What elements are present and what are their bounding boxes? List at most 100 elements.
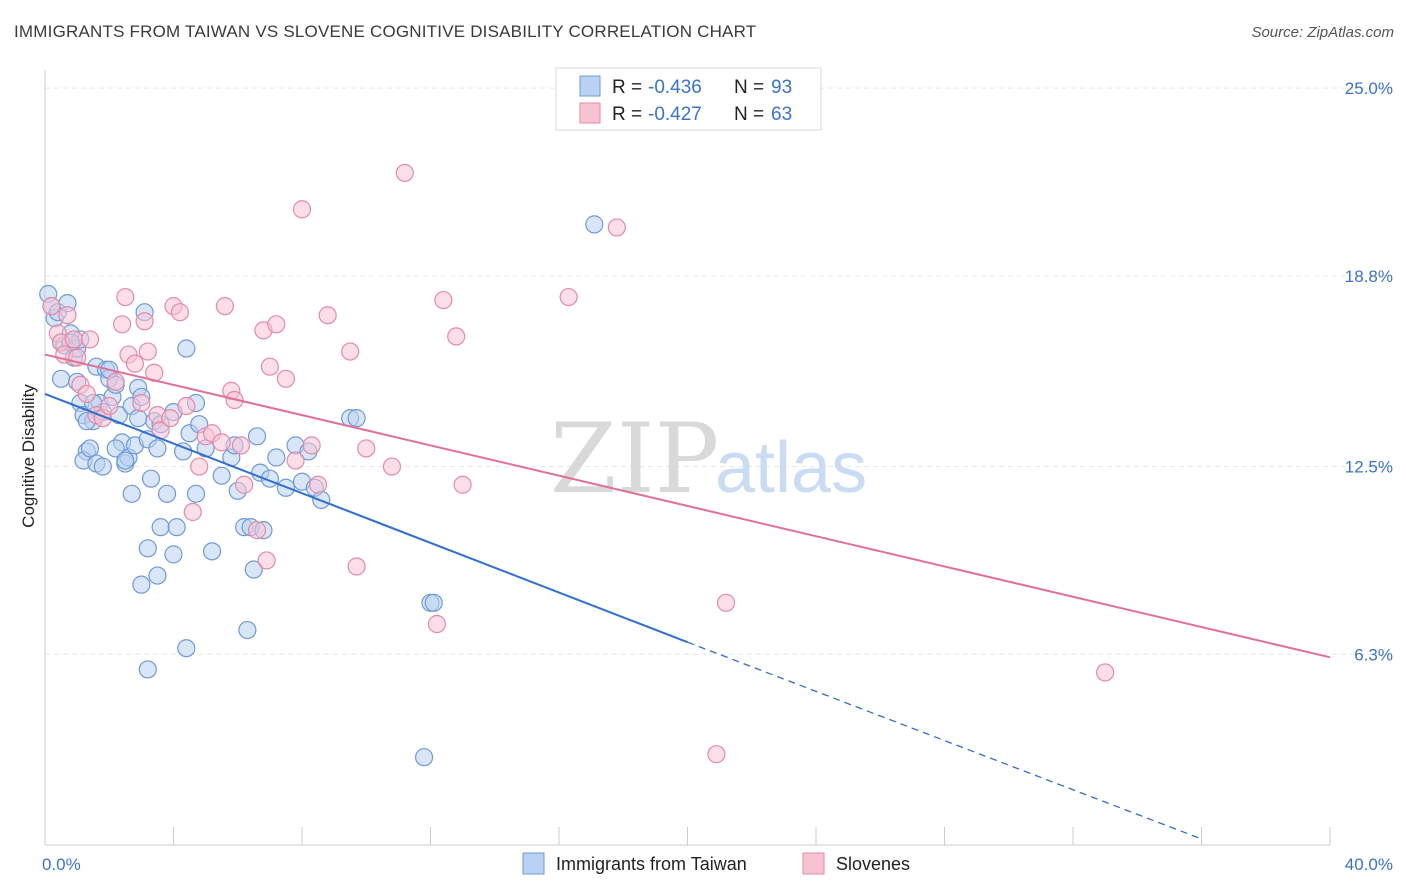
taiwan-point-54 bbox=[132, 575, 151, 594]
slovene-point-16 bbox=[125, 354, 145, 373]
slovene-point-27 bbox=[183, 502, 202, 522]
slovene-point-12 bbox=[106, 372, 125, 391]
slovene-point-31 bbox=[212, 433, 231, 452]
taiwan-point-66 bbox=[267, 448, 286, 467]
taiwan-point-81 bbox=[177, 639, 196, 658]
slovene-point-48 bbox=[347, 557, 366, 576]
y-axis-label: Cognitive Disability bbox=[19, 384, 38, 528]
slovene-point-55 bbox=[453, 475, 472, 494]
slovene-point-17 bbox=[132, 393, 151, 413]
slovene-point-58 bbox=[716, 593, 736, 612]
taiwan-point-39 bbox=[148, 439, 167, 458]
taiwan-point-77 bbox=[424, 593, 443, 612]
y-tick-label-1: 12.5% bbox=[1345, 458, 1393, 477]
taiwan-point-78 bbox=[414, 748, 434, 767]
slovene-point-61 bbox=[257, 551, 276, 570]
slovene-point-46 bbox=[318, 306, 337, 325]
series-slovene-points bbox=[42, 163, 1115, 764]
slovene-point-5 bbox=[64, 330, 84, 349]
slovene-point-35 bbox=[231, 436, 251, 455]
taiwan-point-80 bbox=[138, 660, 157, 679]
taiwan-point-51 bbox=[202, 542, 222, 561]
legend-n-label-slovene: N = bbox=[734, 104, 764, 125]
taiwan-point-40 bbox=[122, 484, 141, 503]
slovene-point-45 bbox=[308, 475, 328, 494]
taiwan-point-83 bbox=[93, 457, 112, 476]
slovene-point-40 bbox=[267, 315, 286, 334]
trend-line-slovene bbox=[44, 353, 1331, 659]
slovene-point-51 bbox=[395, 163, 414, 183]
taiwan-point-11 bbox=[51, 369, 71, 388]
taiwan-point-67 bbox=[238, 620, 257, 640]
taiwan-point-55 bbox=[164, 545, 183, 564]
slovene-point-13 bbox=[112, 315, 132, 334]
taiwan-point-44 bbox=[167, 518, 186, 537]
legend-r-label-slovene: R = bbox=[612, 104, 642, 125]
trend-line-taiwan bbox=[44, 392, 688, 644]
y-tick-labels: 6.3% 12.5% 18.8% 25.0% bbox=[1345, 79, 1393, 664]
slovene-point-42 bbox=[286, 451, 305, 470]
legend: R = -0.436 N = 93 R = -0.427 N = 63 bbox=[555, 67, 822, 131]
slovene-point-4 bbox=[58, 306, 77, 325]
taiwan-point-17 bbox=[80, 439, 100, 458]
taiwan-point-37 bbox=[141, 469, 161, 488]
source-label: Source: ZipAtlas.com bbox=[1251, 24, 1394, 41]
legend-r-value-taiwan: -0.436 bbox=[648, 77, 702, 98]
watermark: ZIP atlas bbox=[550, 403, 867, 515]
slovene-point-14 bbox=[116, 287, 135, 307]
slovene-point-18 bbox=[135, 312, 154, 331]
y-tick-label-3: 25.0% bbox=[1345, 79, 1393, 98]
y-tick-label-0: 6.3% bbox=[1354, 645, 1393, 664]
bottom-legend-label-slovene: Slovenes bbox=[836, 854, 910, 874]
taiwan-point-62 bbox=[247, 427, 267, 446]
watermark-zip: ZIP bbox=[550, 403, 719, 515]
slovene-point-7 bbox=[77, 384, 96, 404]
slovene-point-39 bbox=[260, 357, 279, 376]
taiwan-point-61 bbox=[244, 560, 263, 579]
taiwan-point-52 bbox=[138, 539, 157, 558]
taiwan-point-86 bbox=[129, 409, 148, 428]
taiwan-point-48 bbox=[186, 484, 206, 503]
bottom-legend-swatch-taiwan bbox=[522, 852, 545, 875]
slovene-point-19 bbox=[138, 342, 157, 361]
trend-lines bbox=[44, 353, 1331, 840]
slovene-point-56 bbox=[559, 287, 578, 307]
bottom-legend-label-taiwan: Immigrants from Taiwan bbox=[556, 854, 747, 874]
slovene-point-11 bbox=[100, 396, 119, 416]
taiwan-point-41 bbox=[151, 518, 170, 537]
legend-r-label-taiwan: R = bbox=[612, 77, 642, 98]
slovene-point-26 bbox=[177, 396, 196, 416]
taiwan-point-56 bbox=[212, 466, 231, 485]
legend-n-value-slovene: 63 bbox=[771, 104, 792, 125]
slovene-point-49 bbox=[357, 439, 376, 458]
slovene-point-32 bbox=[215, 297, 234, 316]
slovene-point-37 bbox=[247, 521, 267, 540]
slovene-point-25 bbox=[170, 303, 190, 322]
x-tick-labels: 0.0% 40.0% bbox=[42, 855, 1393, 874]
slovene-point-8 bbox=[80, 330, 100, 349]
taiwan-point-79 bbox=[585, 215, 604, 234]
slovene-point-47 bbox=[341, 342, 360, 361]
legend-swatch-slovene bbox=[579, 102, 601, 124]
chart-title: IMMIGRANTS FROM TAIWAN VS SLOVENE COGNIT… bbox=[14, 22, 757, 41]
slovene-point-59 bbox=[707, 745, 726, 764]
slovene-point-36 bbox=[235, 475, 254, 494]
taiwan-point-75 bbox=[347, 409, 366, 428]
taiwan-point-53 bbox=[148, 566, 167, 585]
slovene-point-43 bbox=[292, 200, 312, 219]
legend-r-value-slovene: -0.427 bbox=[648, 104, 702, 125]
taiwan-point-46 bbox=[177, 339, 196, 358]
y-tick-label-2: 18.8% bbox=[1345, 267, 1393, 286]
bottom-legend-swatch-slovene bbox=[802, 852, 825, 875]
axes bbox=[44, 70, 1331, 846]
x-tick-label-1: 40.0% bbox=[1345, 855, 1393, 874]
slovene-point-52 bbox=[427, 614, 447, 634]
slovene-point-28 bbox=[190, 457, 209, 476]
slovene-point-53 bbox=[434, 290, 453, 310]
legend-n-label-taiwan: N = bbox=[734, 77, 764, 98]
slovene-point-60 bbox=[1096, 663, 1115, 682]
legend-n-value-taiwan: 93 bbox=[771, 77, 792, 98]
watermark-atlas: atlas bbox=[715, 428, 867, 508]
slovene-point-0 bbox=[42, 297, 61, 316]
